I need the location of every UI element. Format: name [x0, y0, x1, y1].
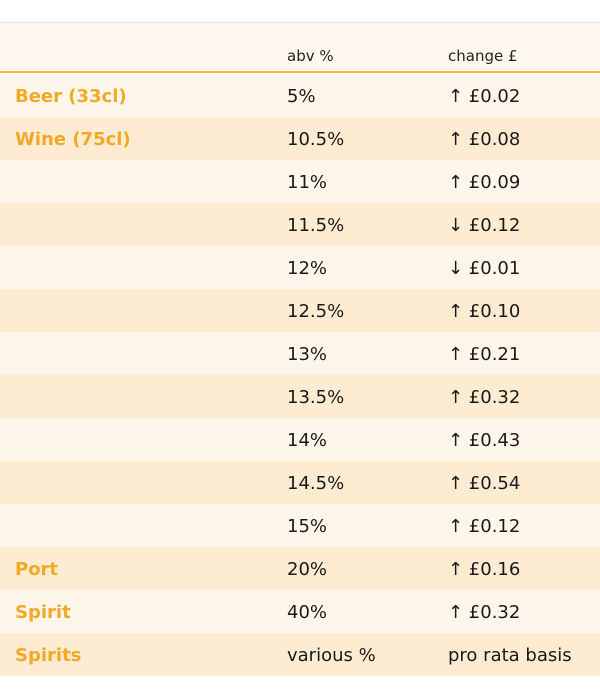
table-row: Spirits various % pro rata basis [0, 633, 600, 676]
table-row: 13.5% ↑ £0.32 [0, 375, 600, 418]
abv-cell: 10.5% [287, 129, 345, 150]
change-cell: ↑ £0.32 [448, 387, 521, 408]
abv-cell: 14.5% [287, 473, 345, 494]
table-row: 15% ↑ £0.12 [0, 504, 600, 547]
table-row: 14% ↑ £0.43 [0, 418, 600, 461]
table-row: 13% ↑ £0.21 [0, 332, 600, 375]
change-cell: ↑ £0.09 [448, 172, 521, 193]
change-cell: pro rata basis [448, 645, 572, 666]
table-row: Beer (33cl) 5% ↑ £0.02 [0, 74, 600, 117]
change-cell: ↓ £0.01 [448, 258, 521, 279]
change-cell: ↑ £0.54 [448, 473, 521, 494]
change-cell: ↑ £0.02 [448, 86, 521, 107]
change-cell: ↑ £0.08 [448, 129, 521, 150]
change-cell: ↑ £0.12 [448, 516, 521, 537]
row-label: Wine (75cl) [15, 129, 131, 150]
abv-cell: 14% [287, 430, 328, 451]
row-label: Spirit [15, 602, 71, 623]
change-cell: ↑ £0.43 [448, 430, 521, 451]
header-cell: abv % [287, 47, 334, 65]
row-label: Beer (33cl) [15, 86, 127, 107]
table-row: 12% ↓ £0.01 [0, 246, 600, 289]
abv-cell: 13% [287, 344, 328, 365]
divider [0, 22, 600, 23]
table-row: Spirit 40% ↑ £0.32 [0, 590, 600, 633]
abv-cell: 11% [287, 172, 328, 193]
change-cell: ↑ £0.10 [448, 301, 521, 322]
table-row: 11% ↑ £0.09 [0, 160, 600, 203]
change-cell: ↓ £0.12 [448, 215, 521, 236]
abv-cell: 11.5% [287, 215, 345, 236]
header-row: abv % change £ [0, 23, 600, 73]
row-label: Spirits [15, 645, 82, 666]
row-label: Port [15, 559, 59, 580]
change-cell: ↑ £0.32 [448, 602, 521, 623]
table-row: 12.5% ↑ £0.10 [0, 289, 600, 332]
abv-cell: 12.5% [287, 301, 345, 322]
abv-cell: 13.5% [287, 387, 345, 408]
change-cell: ↑ £0.16 [448, 559, 521, 580]
change-cell: ↑ £0.21 [448, 344, 521, 365]
abv-cell: 20% [287, 559, 328, 580]
table-row: 14.5% ↑ £0.54 [0, 461, 600, 504]
abv-cell: 12% [287, 258, 328, 279]
table-row: Wine (75cl) 10.5% ↑ £0.08 [0, 117, 600, 160]
abv-cell: 40% [287, 602, 328, 623]
abv-cell: 15% [287, 516, 328, 537]
table-row: Port 20% ↑ £0.16 [0, 547, 600, 590]
header-cell: change £ [448, 47, 518, 65]
abv-cell: 5% [287, 86, 316, 107]
table-row: 11.5% ↓ £0.12 [0, 203, 600, 246]
abv-cell: various % [287, 645, 376, 666]
